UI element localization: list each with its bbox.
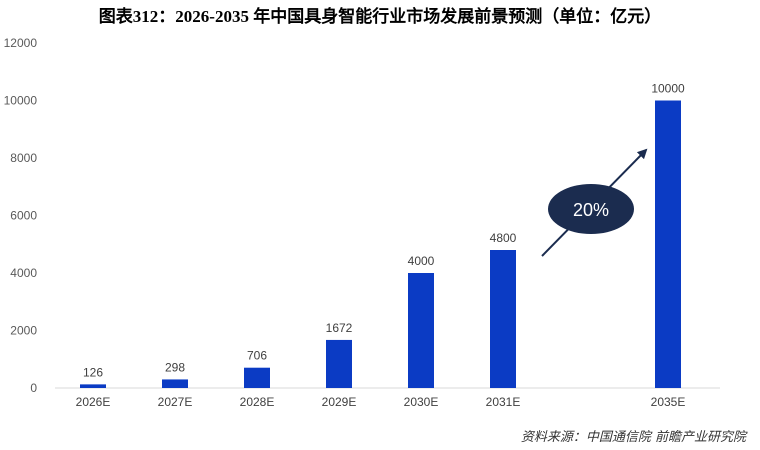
- y-tick-label: 10000: [4, 94, 38, 108]
- bar-2035E: [655, 100, 681, 388]
- x-tick-label: 2026E: [76, 395, 111, 409]
- x-axis-labels: 2026E 2027E 2028E 2029E 2030E 2031E 2035E: [76, 395, 686, 409]
- y-tick-label: 0: [30, 381, 37, 395]
- y-axis: 0 2000 4000 6000 8000 10000 12000: [4, 36, 38, 395]
- y-tick-label: 6000: [10, 209, 37, 223]
- data-label: 298: [165, 360, 185, 374]
- chart-title: 图表312：2026-2035 年中国具身智能行业市场发展前景预测（单位：亿元）: [98, 7, 662, 26]
- bar-2031E: [490, 250, 516, 388]
- data-label: 4800: [490, 231, 517, 245]
- data-label: 1672: [326, 321, 353, 335]
- x-tick-label: 2030E: [404, 395, 439, 409]
- bars: [80, 100, 681, 388]
- x-tick-label: 2031E: [486, 395, 521, 409]
- source-note: 资料来源：中国通信院 前瞻产业研究院: [520, 430, 746, 445]
- bar-2029E: [326, 339, 352, 388]
- bar-2030E: [408, 273, 434, 388]
- data-label: 10000: [651, 82, 685, 96]
- data-label: 706: [247, 349, 267, 363]
- growth-annotation: 20%: [541, 148, 648, 257]
- x-tick-label: 2029E: [322, 395, 357, 409]
- bar-2028E: [244, 367, 270, 388]
- data-label: 126: [83, 365, 103, 379]
- growth-rate-ellipse: [548, 184, 634, 234]
- x-tick-label: 2028E: [240, 395, 275, 409]
- y-tick-label: 8000: [10, 151, 37, 165]
- data-label: 4000: [408, 254, 435, 268]
- x-tick-label: 2035E: [651, 395, 686, 409]
- bar-2026E: [80, 384, 106, 388]
- y-tick-label: 12000: [4, 36, 38, 50]
- y-tick-label: 4000: [10, 266, 37, 280]
- bar-2027E: [162, 379, 188, 388]
- growth-rate-label: 20%: [573, 200, 609, 220]
- y-tick-label: 2000: [10, 324, 37, 338]
- x-tick-label: 2027E: [158, 395, 193, 409]
- value-labels: 126 298 706 1672 4000 4800 10000: [83, 82, 685, 380]
